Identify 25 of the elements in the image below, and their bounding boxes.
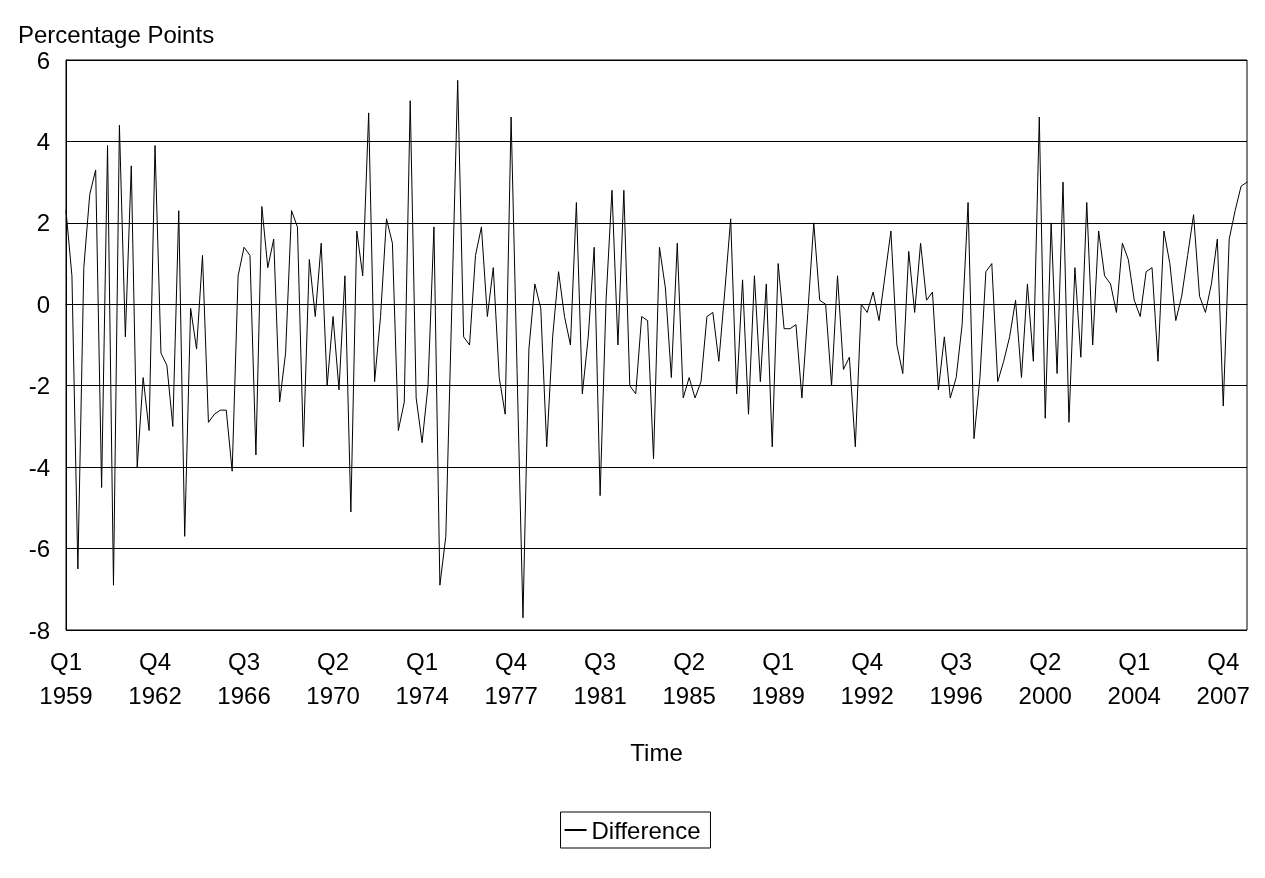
y-tick-label: -2 bbox=[28, 372, 50, 400]
x-tick-label: Q2 1985 bbox=[662, 647, 716, 709]
x-tick-label: Q3 1981 bbox=[573, 647, 627, 709]
y-tick-label: 4 bbox=[36, 127, 50, 155]
x-axis-title: Time bbox=[630, 738, 683, 766]
y-tick-label: -6 bbox=[28, 535, 50, 563]
x-tick-label: Q4 1962 bbox=[128, 647, 182, 709]
x-tick-label: Q4 2007 bbox=[1196, 647, 1250, 709]
x-tick-label: Q2 2000 bbox=[1018, 647, 1072, 709]
x-tick-label: Q1 2004 bbox=[1107, 647, 1161, 709]
x-tick-label: Q4 1992 bbox=[840, 647, 894, 709]
y-tick-label: -8 bbox=[28, 616, 50, 644]
x-tick-label: Q3 1966 bbox=[217, 647, 271, 709]
y-tick-label: 0 bbox=[36, 290, 50, 318]
x-tick-label: Q2 1970 bbox=[306, 647, 360, 709]
y-tick-label: -4 bbox=[28, 453, 50, 481]
x-tick-label: Q4 1977 bbox=[484, 647, 538, 709]
x-tick-label: Q1 1974 bbox=[395, 647, 449, 709]
x-tick-label: Q3 1996 bbox=[929, 647, 983, 709]
x-tick-label: Q1 1959 bbox=[39, 647, 93, 709]
x-tick-label: Q1 1989 bbox=[751, 647, 805, 709]
y-tick-label: 2 bbox=[36, 209, 50, 237]
y-axis-title: Percentage Points bbox=[18, 20, 215, 48]
y-tick-label: 6 bbox=[36, 46, 50, 74]
legend-label: Difference bbox=[591, 816, 701, 844]
